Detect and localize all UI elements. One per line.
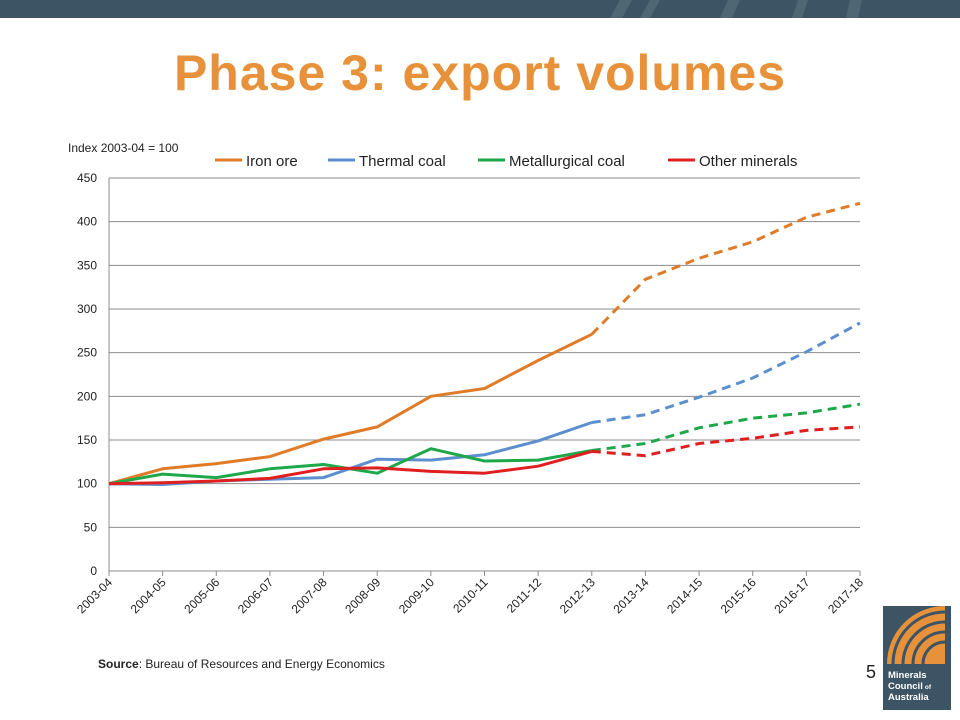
logo-text-council: Council [888, 681, 923, 692]
series-forecast-metallurgical-coal [591, 402, 861, 452]
y-tick-label: 350 [77, 258, 97, 272]
logo-text-of: of [925, 684, 932, 691]
y-tick-label: 300 [77, 302, 97, 316]
legend-label-metallurgical-coal: Metallurgical coal [509, 153, 625, 170]
x-tick-label: 2016-17 [771, 575, 812, 616]
y-tick-label: 100 [77, 477, 97, 491]
x-tick-label: 2011-12 [504, 575, 545, 616]
series-line-other-minerals [108, 449, 593, 486]
source-text: : Bureau of Resources and Energy Economi… [138, 657, 385, 671]
y-axis-label: Index 2003-04 = 100 [68, 141, 179, 155]
y-tick-label: 400 [77, 215, 97, 229]
x-tick-label: 2005-06 [181, 575, 222, 616]
x-tick-label: 2013-14 [611, 575, 652, 616]
x-tick-label: 2007-08 [289, 575, 330, 616]
logo-text-australia: Australia [888, 692, 929, 703]
legend-label-other-minerals: Other minerals [699, 153, 797, 170]
source-note: Source: Bureau of Resources and Energy E… [98, 657, 385, 671]
x-tick-label: 2017-18 [825, 575, 866, 616]
x-tick-label: 2010-11 [450, 575, 491, 616]
series-forecast-thermal-coal [591, 321, 861, 424]
top-banner [0, 0, 960, 18]
series-line-iron-ore [108, 332, 593, 486]
y-tick-label: 150 [77, 433, 97, 447]
series-forecast-other-minerals [591, 425, 861, 458]
page-number: 5 [866, 662, 877, 682]
x-tick-label: 2015-16 [718, 575, 759, 616]
y-tick-label: 450 [77, 171, 97, 185]
series-forecast-iron-ore [590, 201, 861, 336]
x-tick-label: 2012-13 [557, 575, 598, 616]
x-tick-label: 2004-05 [128, 575, 169, 616]
y-tick-label: 50 [84, 520, 98, 534]
legend-label-thermal-coal: Thermal coal [359, 153, 446, 170]
x-tick-label: 2009-10 [396, 575, 437, 616]
x-tick-label: 2006-07 [235, 575, 276, 616]
source-label: Source [98, 657, 139, 671]
minerals-council-logo: Minerals Council of Australia [883, 606, 951, 710]
y-tick-label: 0 [90, 564, 97, 578]
logo-text-minerals: Minerals [888, 670, 927, 681]
x-tick-label: 2014-15 [664, 575, 705, 616]
x-tick-label: 2003-04 [74, 575, 115, 616]
slide-title: Phase 3: export volumes [173, 45, 787, 101]
x-tick-label: 2008-09 [342, 575, 383, 616]
y-tick-label: 200 [77, 389, 97, 403]
y-tick-label: 250 [77, 346, 97, 360]
legend-label-iron-ore: Iron ore [246, 153, 298, 170]
